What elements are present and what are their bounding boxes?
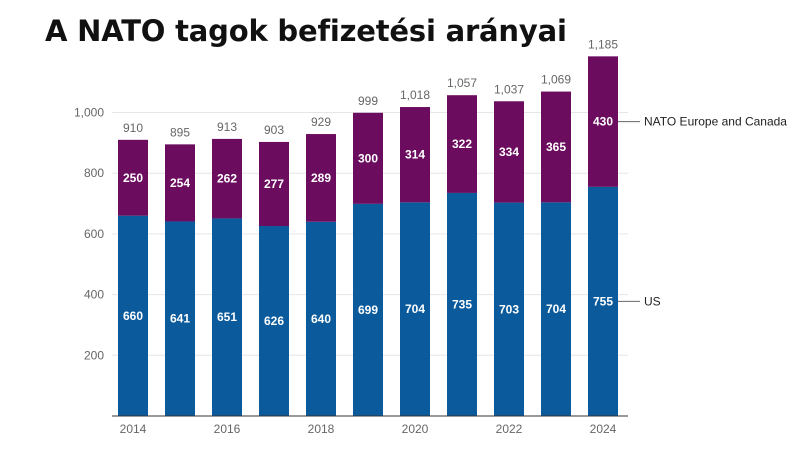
bar-nato-europe-canada-2018 (306, 134, 336, 222)
y-tick-label: 600 (84, 227, 104, 241)
x-tick-label: 2022 (496, 422, 523, 436)
data-label-nato-europe-canada: 365 (546, 140, 566, 154)
legend: NATO Europe and Canada US (618, 115, 787, 308)
total-label: 913 (217, 120, 237, 134)
data-label-nato-europe-canada: 430 (593, 115, 613, 129)
bar-nato-europe-canada-2019 (353, 112, 383, 204)
bar-nato-europe-canada-2014 (118, 139, 148, 216)
bar-us-2019 (353, 203, 383, 416)
bar-us-2020 (400, 202, 430, 416)
bar-us-2015 (165, 221, 195, 416)
bars: 660 250 910 641 254 895 651 262 913 626 277 903 640 2… (118, 37, 618, 416)
chart-title: A NATO tagok befizetési arányai (45, 14, 567, 48)
data-label-nato-europe-canada: 250 (123, 171, 143, 185)
data-label-nato-europe-canada: 300 (358, 151, 378, 165)
legend-label: US (644, 294, 661, 308)
total-label: 903 (264, 123, 284, 137)
bar-nato-europe-canada-2021 (447, 95, 477, 193)
y-tick-label: 400 (84, 288, 104, 302)
bar-us-2023 (541, 202, 571, 416)
data-label-nato-europe-canada: 334 (499, 145, 519, 159)
total-label: 1,037 (494, 82, 524, 96)
total-label: 929 (311, 115, 331, 129)
bar-nato-europe-canada-2024 (588, 56, 618, 187)
bar-nato-europe-canada-2020 (400, 107, 430, 203)
bar-nato-europe-canada-2015 (165, 144, 195, 222)
data-label-us: 735 (452, 297, 472, 311)
data-label-us: 699 (358, 303, 378, 317)
y-tick-label: 200 (84, 348, 104, 362)
bar-nato-europe-canada-2023 (541, 91, 571, 203)
x-tick-label: 2018 (308, 422, 335, 436)
data-label-us: 641 (170, 312, 190, 326)
bar-us-2014 (118, 215, 148, 416)
data-label-us: 660 (123, 309, 143, 323)
bar-nato-europe-canada-2016 (212, 138, 242, 219)
y-tick-label: 800 (84, 166, 104, 180)
total-label: 1,185 (588, 37, 618, 51)
legend-label: NATO Europe and Canada (644, 115, 787, 129)
bar-us-2022 (494, 202, 524, 416)
data-label-us: 703 (499, 302, 519, 316)
data-label-nato-europe-canada: 322 (452, 137, 472, 151)
x-tick-label: 2016 (214, 422, 241, 436)
bar-nato-europe-canada-2017 (259, 141, 289, 227)
total-label: 1,018 (400, 88, 430, 102)
data-label-us: 755 (593, 294, 613, 308)
data-label-us: 640 (311, 312, 331, 326)
x-tick-label: 2024 (590, 422, 617, 436)
data-label-nato-europe-canada: 262 (217, 172, 237, 186)
data-label-nato-europe-canada: 314 (405, 148, 425, 162)
total-label: 999 (358, 94, 378, 108)
bar-us-2017 (259, 226, 289, 416)
bar-us-2016 (212, 218, 242, 416)
data-label-nato-europe-canada: 289 (311, 171, 331, 185)
x-axis: 2014 2016 2018 2020 2022 2024 (112, 415, 628, 436)
bar-us-2021 (447, 192, 477, 416)
total-label: 1,069 (541, 73, 571, 87)
bar-nato-europe-canada-2022 (494, 101, 524, 203)
total-label: 895 (170, 125, 190, 139)
y-tick-label: 1,000 (74, 106, 104, 120)
data-label-us: 704 (546, 302, 566, 316)
data-label-us: 626 (264, 314, 284, 328)
data-label-nato-europe-canada: 254 (170, 176, 190, 190)
data-label-nato-europe-canada: 277 (264, 177, 284, 191)
x-tick-label: 2020 (402, 422, 429, 436)
bar-us-2024 (588, 186, 618, 416)
x-tick-label: 2014 (120, 422, 147, 436)
y-axis-ticks: 200 400 600 800 1,000 (74, 106, 104, 363)
bar-us-2018 (306, 221, 336, 416)
total-label: 910 (123, 121, 143, 135)
data-label-us: 704 (405, 302, 425, 316)
data-label-us: 651 (217, 310, 237, 324)
total-label: 1,057 (447, 76, 477, 90)
